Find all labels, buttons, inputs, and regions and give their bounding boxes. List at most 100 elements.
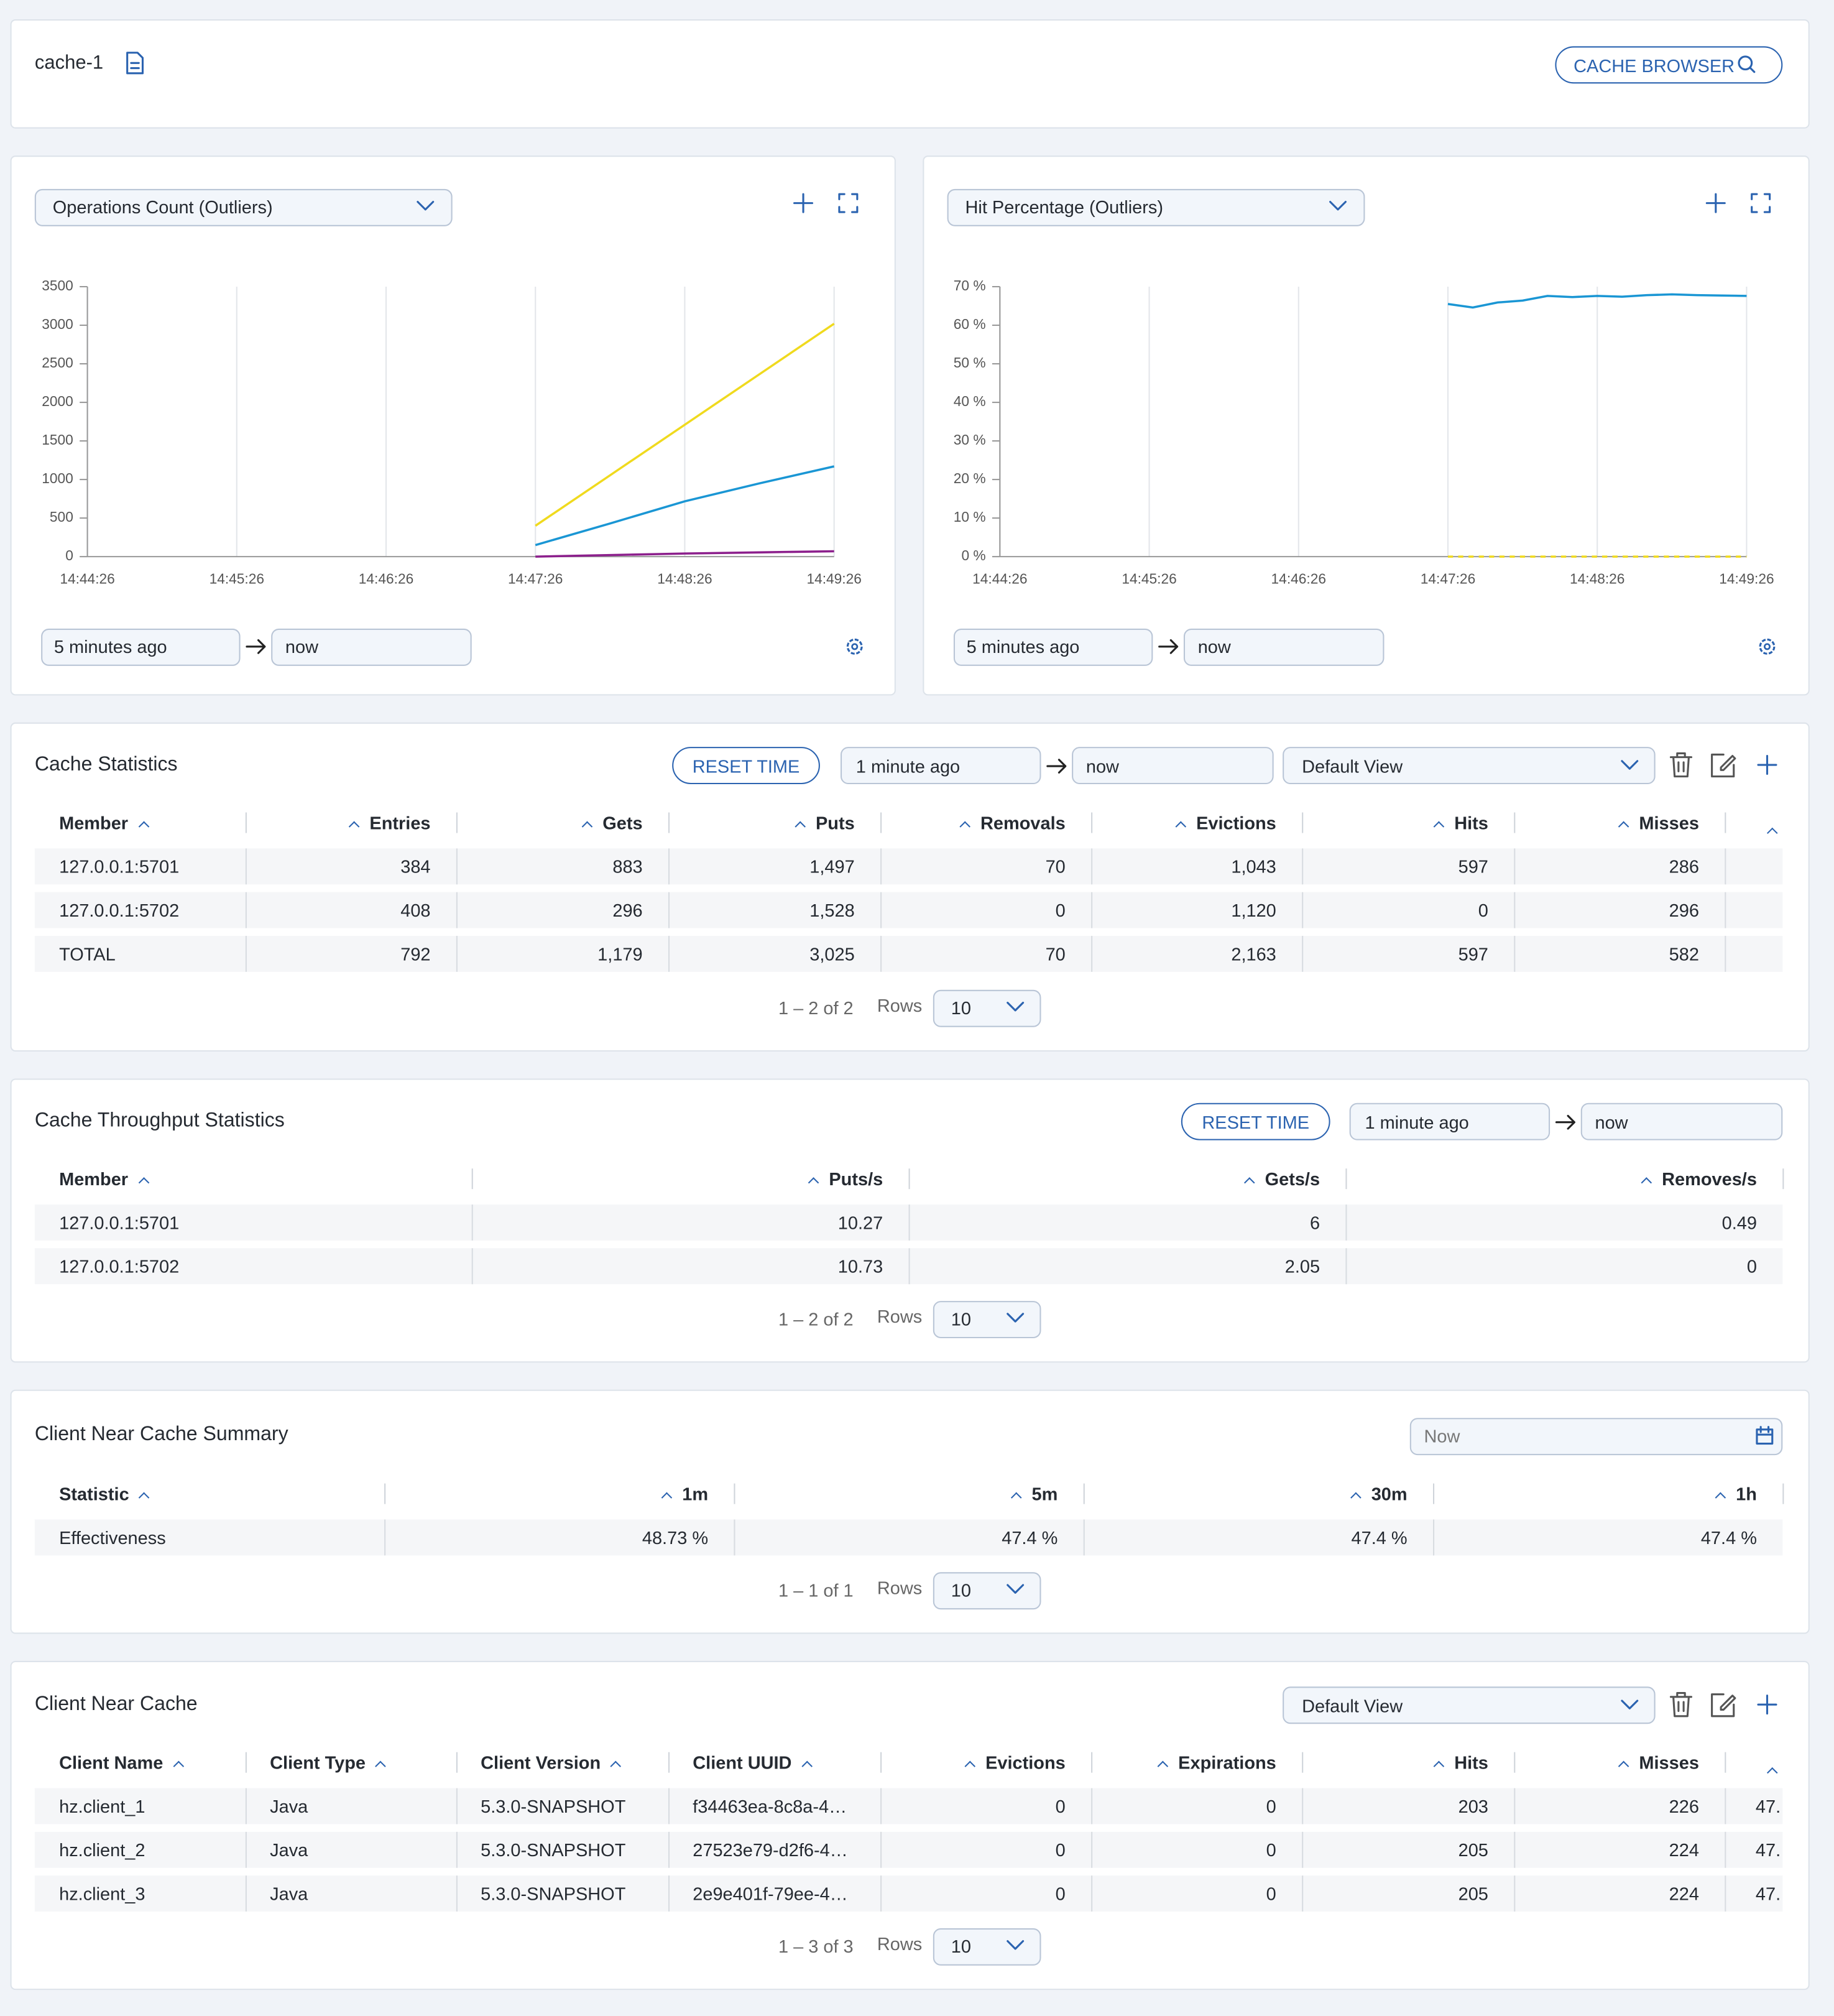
time-to[interactable]: now bbox=[285, 636, 319, 657]
column-header[interactable]: Client Name bbox=[59, 1754, 182, 1772]
time-to[interactable]: now bbox=[1085, 756, 1119, 777]
button-label[interactable]: CACHE BROWSER bbox=[1574, 55, 1735, 76]
view-name[interactable]: Default View bbox=[1302, 1695, 1403, 1716]
metric-select[interactable] bbox=[947, 188, 1365, 226]
page-size[interactable]: 10 bbox=[951, 1579, 971, 1601]
time-to[interactable]: now bbox=[1197, 636, 1231, 657]
table-cell: Java bbox=[270, 1883, 308, 1904]
column-header[interactable]: Evictions bbox=[966, 1754, 1066, 1772]
table-cell: 0 bbox=[1055, 1795, 1066, 1817]
column-header[interactable]: Hits bbox=[1435, 814, 1488, 832]
chart-title[interactable]: Hit Percentage (Outliers) bbox=[965, 197, 1164, 218]
pagination-range: 1 – 2 of 2 bbox=[778, 1308, 854, 1329]
column-separator bbox=[245, 1875, 247, 1912]
column-header[interactable]: Expirations bbox=[1159, 1754, 1276, 1772]
column-separator bbox=[1514, 1788, 1516, 1824]
chevron-icon bbox=[417, 201, 435, 211]
document-icon bbox=[126, 52, 144, 75]
time-to-input[interactable] bbox=[271, 628, 472, 666]
column-separator bbox=[456, 812, 458, 833]
column-header[interactable]: Gets/s bbox=[1246, 1170, 1320, 1188]
date-value[interactable]: Now bbox=[1424, 1425, 1460, 1446]
time-from-input[interactable] bbox=[840, 747, 1041, 785]
time-to[interactable]: now bbox=[1595, 1112, 1628, 1133]
table-cell: 1,043 bbox=[1231, 856, 1276, 877]
button-label[interactable]: RESET TIME bbox=[692, 756, 800, 777]
page-size-select[interactable] bbox=[933, 989, 1041, 1027]
time-from[interactable]: 5 minutes ago bbox=[53, 636, 167, 657]
column-header[interactable]: Removals bbox=[961, 814, 1066, 832]
settings-icon bbox=[846, 638, 863, 655]
table-cell: 203 bbox=[1458, 1795, 1488, 1817]
y-tick-label: 500 bbox=[50, 509, 73, 525]
chevron-icon bbox=[1007, 1313, 1025, 1323]
table-row bbox=[34, 1875, 1783, 1912]
time-from-input[interactable] bbox=[1349, 1103, 1551, 1140]
table-cell: 127.0.0.1:5701 bbox=[59, 1212, 180, 1233]
column-header[interactable]: Puts bbox=[796, 814, 855, 832]
column-header[interactable]: 30m bbox=[1352, 1485, 1408, 1503]
column-header[interactable]: Member bbox=[59, 1170, 147, 1188]
column-header[interactable]: Client UUID bbox=[693, 1754, 811, 1772]
column-header[interactable]: 1m bbox=[663, 1485, 708, 1503]
column-header[interactable]: 1h bbox=[1716, 1485, 1757, 1503]
table-row bbox=[34, 892, 1783, 928]
button-label[interactable]: RESET TIME bbox=[1202, 1112, 1310, 1133]
time-to-input[interactable] bbox=[1072, 747, 1274, 785]
page-size-select[interactable] bbox=[933, 1928, 1041, 1966]
chart-card bbox=[10, 155, 896, 696]
settings-icon bbox=[1764, 643, 1771, 650]
page-size-select[interactable] bbox=[933, 1572, 1041, 1610]
column-separator bbox=[880, 1831, 882, 1868]
column-header[interactable]: Entries bbox=[350, 814, 430, 832]
time-from[interactable]: 1 minute ago bbox=[855, 756, 961, 777]
metric-select[interactable] bbox=[34, 188, 453, 226]
y-tick-label: 30 % bbox=[954, 432, 986, 448]
cache-browser-button[interactable] bbox=[1555, 46, 1783, 84]
rows-label: Rows bbox=[877, 1306, 923, 1327]
reset-time-button[interactable] bbox=[1181, 1103, 1330, 1140]
column-header[interactable]: Statistic bbox=[59, 1485, 149, 1503]
section-title: Client Near Cache bbox=[34, 1693, 198, 1716]
page-size-select[interactable] bbox=[933, 1301, 1041, 1339]
column-header[interactable]: Evictions bbox=[1177, 814, 1276, 832]
column-header[interactable]: Gets bbox=[583, 814, 642, 832]
table-cell: 0 bbox=[1055, 1839, 1066, 1861]
page-size[interactable]: 10 bbox=[951, 1308, 971, 1329]
time-from-input[interactable] bbox=[41, 628, 241, 666]
table-cell: 5.3.0-SNAPSHOT bbox=[481, 1883, 626, 1904]
column-header[interactable]: 5m bbox=[1013, 1485, 1058, 1503]
column-header[interactable]: Removes/s bbox=[1643, 1170, 1757, 1188]
page-size[interactable]: 10 bbox=[951, 997, 971, 1019]
column-separator bbox=[456, 1831, 458, 1868]
time-from[interactable]: 1 minute ago bbox=[1365, 1112, 1469, 1133]
view-select[interactable] bbox=[1283, 747, 1656, 785]
time-from[interactable]: 5 minutes ago bbox=[966, 636, 1080, 657]
column-header[interactable]: Client Type bbox=[270, 1754, 385, 1772]
column-header[interactable]: Member bbox=[59, 814, 147, 832]
column-separator bbox=[245, 892, 247, 928]
time-from-input[interactable] bbox=[953, 628, 1153, 666]
column-header[interactable]: Client Version bbox=[481, 1754, 620, 1772]
y-tick-label: 1000 bbox=[42, 470, 73, 486]
column-separator bbox=[1302, 935, 1304, 972]
x-tick-label: 14:44:26 bbox=[972, 570, 1027, 586]
time-to-input[interactable] bbox=[1183, 628, 1385, 666]
chart-title[interactable]: Operations Count (Outliers) bbox=[52, 197, 273, 218]
column-separator bbox=[1302, 812, 1304, 833]
table-cell: 0 bbox=[1055, 900, 1066, 921]
column-header[interactable]: Puts/s bbox=[809, 1170, 883, 1188]
time-to-input[interactable] bbox=[1580, 1103, 1783, 1140]
table-cell: 0 bbox=[1266, 1839, 1276, 1861]
column-header[interactable]: Misses bbox=[1620, 1754, 1699, 1772]
x-tick-label: 14:46:26 bbox=[359, 570, 413, 586]
column-header[interactable]: Misses bbox=[1620, 814, 1699, 832]
page-size[interactable]: 10 bbox=[951, 1936, 971, 1957]
column-header[interactable]: Hits bbox=[1435, 1754, 1488, 1772]
table-cell: 384 bbox=[400, 856, 431, 877]
view-select[interactable] bbox=[1283, 1686, 1656, 1724]
date-input[interactable] bbox=[1409, 1418, 1783, 1456]
view-name[interactable]: Default View bbox=[1302, 756, 1403, 777]
reset-time-button[interactable] bbox=[672, 747, 820, 785]
column-separator bbox=[1302, 1788, 1304, 1824]
